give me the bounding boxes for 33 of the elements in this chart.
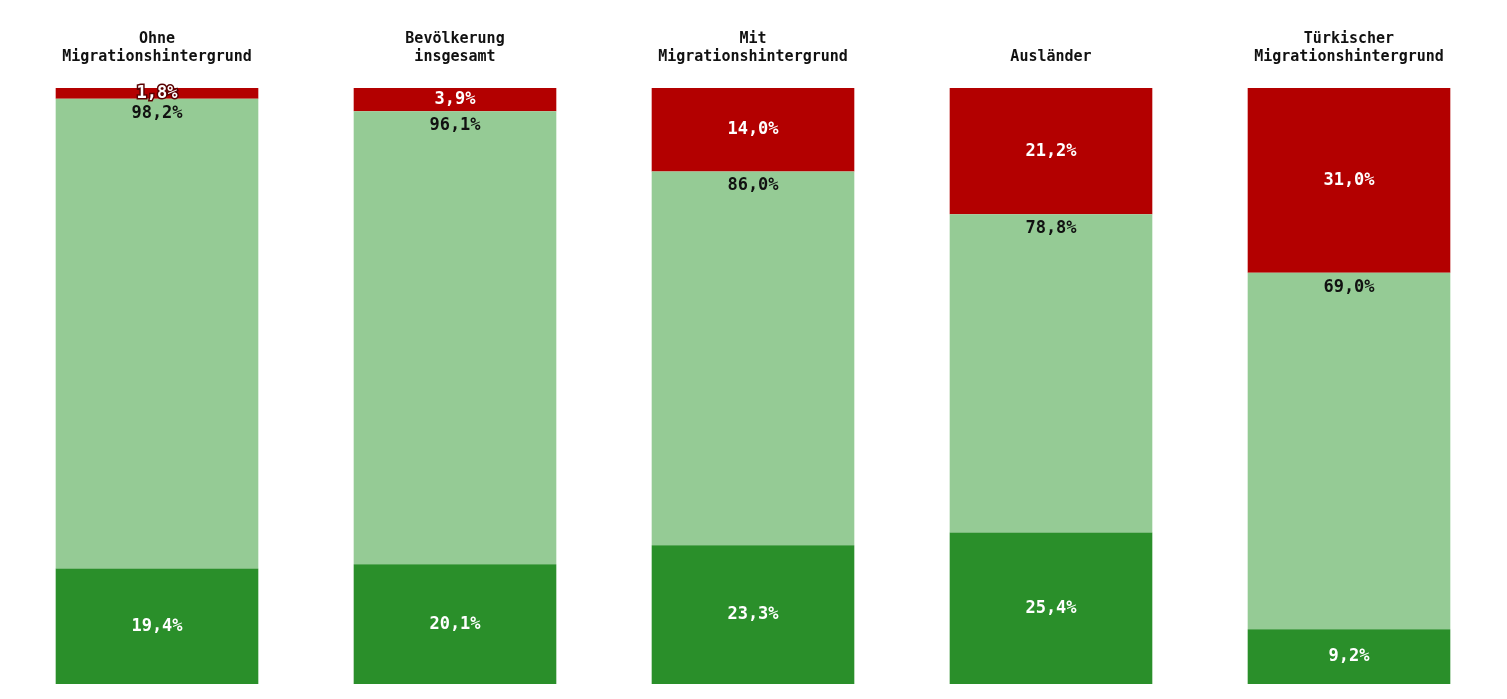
bar [353, 88, 557, 112]
x-tick-label: Bevölkerung insgesamt [405, 28, 505, 65]
bar [949, 214, 1153, 533]
bar [1247, 629, 1451, 684]
bar [949, 88, 1153, 215]
bar [1247, 88, 1451, 273]
annotation: 69,0% [1323, 275, 1376, 296]
bar [353, 564, 557, 684]
data-label: 23,3% [727, 602, 780, 623]
data-label: 31,0% [1323, 168, 1376, 189]
annotation: 86,0% [727, 174, 780, 195]
x-tick-label: Mit Migrationshintergrund [658, 28, 848, 65]
data-label: 19,4% [131, 614, 184, 635]
bar [651, 88, 855, 172]
data-label: 20,1% [429, 612, 482, 633]
bar [55, 98, 259, 569]
annotation: 98,2% [131, 101, 184, 122]
bar [55, 568, 259, 684]
x-tick-label: Ausländer [1010, 46, 1092, 65]
data-label: 21,2% [1025, 139, 1078, 160]
data-label: 9,2% [1328, 645, 1371, 666]
annotation: 78,8% [1025, 217, 1078, 238]
data-label: 14,0% [727, 118, 780, 139]
data-label: 25,4% [1025, 596, 1078, 617]
data-label: 3,9% [434, 88, 477, 109]
annotation: 96,1% [429, 114, 482, 135]
bar [949, 532, 1153, 684]
bar [651, 171, 855, 546]
bar [651, 545, 855, 684]
bar [1247, 272, 1451, 630]
x-tick-label: Türkischer Migrationshintergrund [1254, 28, 1444, 65]
x-tick-label: Ohne Migrationshintergrund [62, 28, 252, 65]
bar [353, 111, 557, 565]
